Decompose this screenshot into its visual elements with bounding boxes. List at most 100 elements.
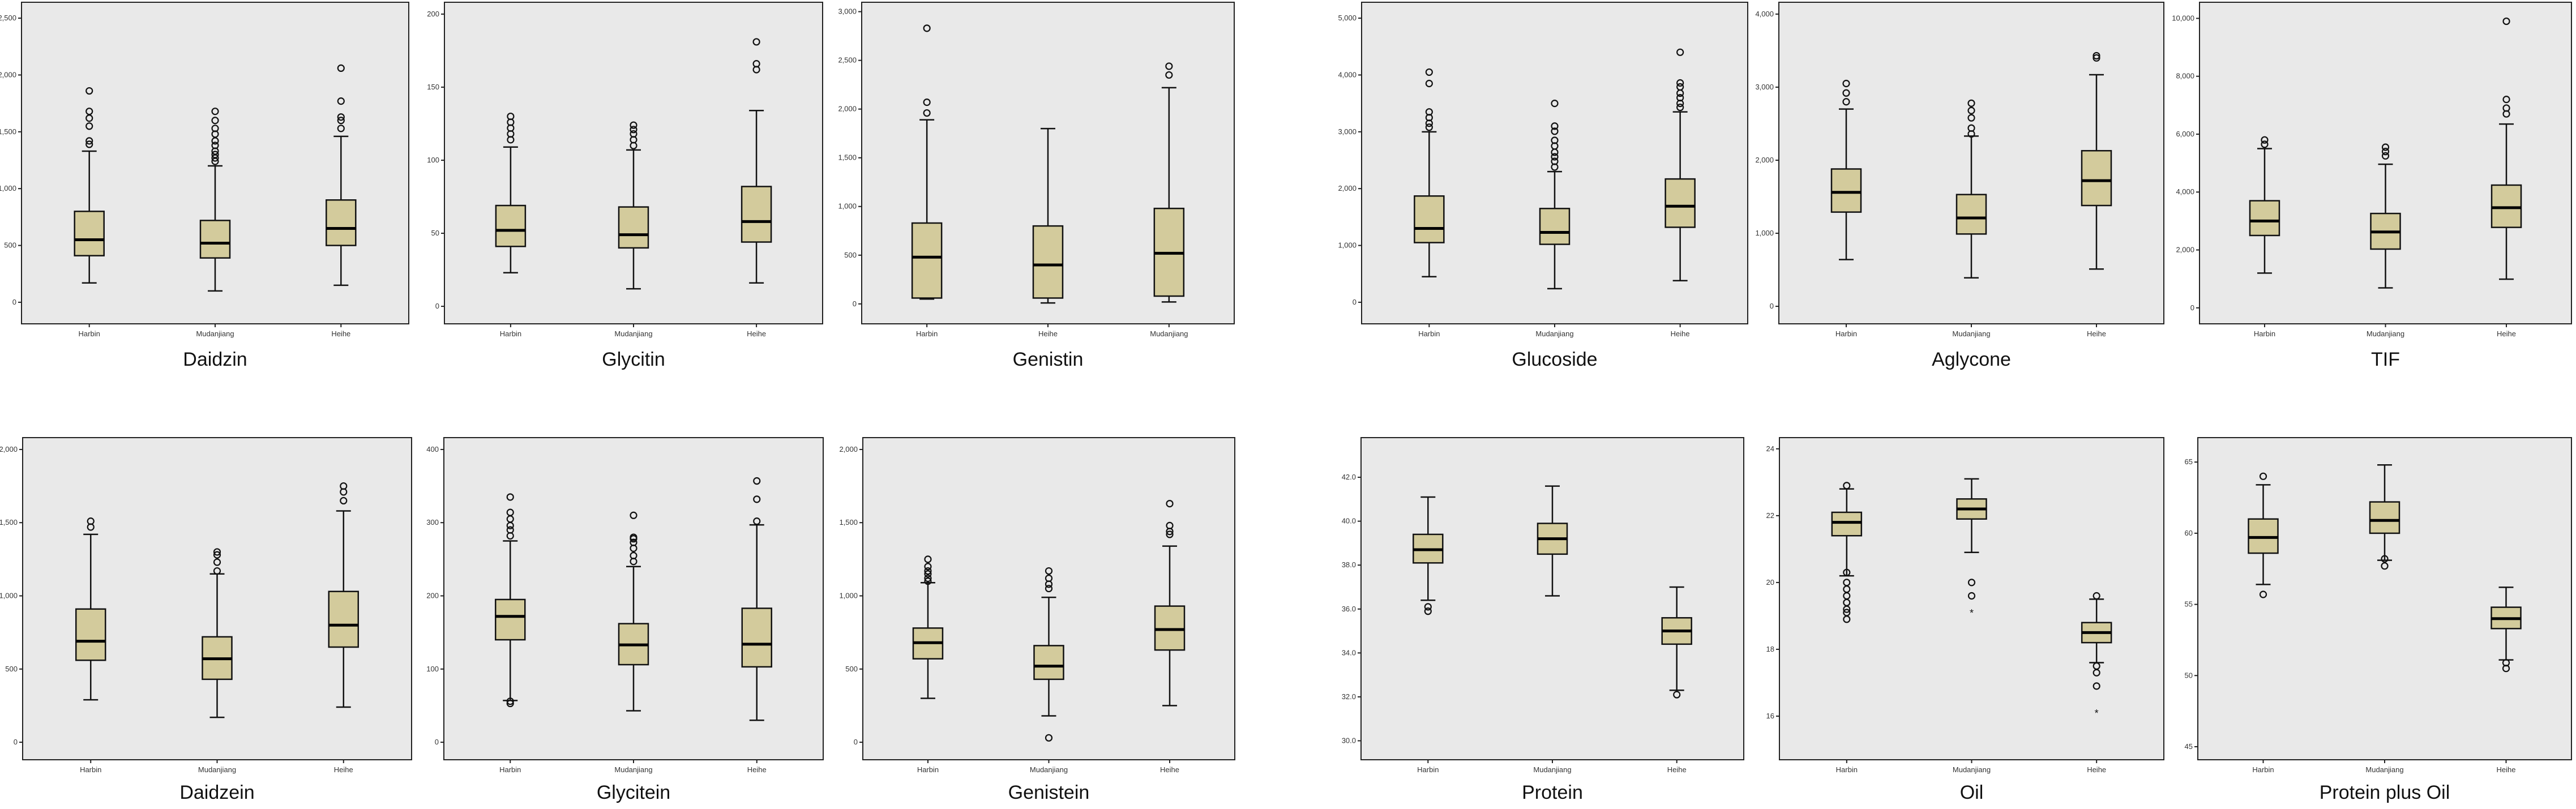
box-heihe (2491, 17, 2522, 280)
outlier-point (211, 142, 219, 149)
box-mudanjiang (618, 511, 649, 712)
outlier-point (923, 99, 931, 106)
y-tick-label: 42.0 (1342, 473, 1356, 481)
outlier-point (630, 538, 637, 546)
outlier-point (211, 117, 219, 125)
y-tick-label: 1,000 (0, 592, 18, 600)
outlier-point (2381, 555, 2389, 563)
outlier-point (337, 117, 345, 125)
y-tick-label: 3,000 (1755, 83, 1774, 91)
outlier-point (1843, 579, 1851, 587)
y-tick-label: 0 (14, 738, 18, 746)
iqr-box (495, 204, 527, 247)
chart-glycitin: 0 50 100 150 200 Harbin Mudanjiang Heihe Glyciti… (427, 2, 823, 370)
box-mudanjiang (1955, 99, 1987, 279)
chart-title: Glycitin (602, 349, 665, 370)
y-tick-label: 100 (427, 156, 439, 164)
outlier-point (2259, 590, 2267, 598)
outlier-point (2381, 143, 2390, 151)
outlier-point (337, 64, 345, 72)
y-tick-label: 3,000 (1338, 127, 1357, 136)
y-tick-label: 40.0 (1342, 517, 1356, 525)
iqr-box (2491, 184, 2522, 228)
outlier-point (213, 551, 221, 559)
iqr-box (618, 206, 649, 249)
box-harbin (1831, 482, 1863, 623)
x-category-label: Harbin (1835, 329, 1857, 338)
outlier-point (1967, 114, 1975, 122)
chart-daidzein: 0 500 1,000 1,500 2,000 Harbin Mudanjiang Heihe… (0, 437, 412, 803)
y-tick-label: 1,000 (839, 592, 858, 600)
chart-aglycone: 0 1,000 2,000 3,000 4,000 Harbin Mudanjiang Hei… (1755, 2, 2164, 370)
x-category-label: Heihe (331, 329, 350, 338)
y-tick-label: 500 (5, 665, 18, 673)
y-tick-label: 0 (435, 302, 439, 310)
y-tick-label: 2,000 (839, 445, 858, 453)
outlier-point (630, 533, 637, 541)
outlier-point (630, 130, 637, 138)
outlier-point (85, 87, 93, 95)
outlier-point (337, 113, 345, 121)
outlier-point (211, 125, 219, 132)
chart-title: Daidzin (183, 349, 247, 370)
iqr-box (2249, 200, 2280, 237)
x-category-label: Mudanjiang (1533, 765, 1571, 774)
outlier-point (1166, 521, 1174, 529)
y-tick-label: 1,500 (0, 127, 16, 136)
y-tick-label: 2,000 (1338, 184, 1357, 192)
x-category-label: Heihe (334, 765, 353, 774)
box-mudanjiang (199, 108, 231, 292)
y-tick-label: 4,000 (1338, 70, 1357, 79)
outlier-point (1842, 79, 1850, 88)
box-heihe (741, 477, 772, 721)
x-category-label: Harbin (79, 329, 100, 338)
chart-genistin: 0 500 1,000 1,500 2,000 2,500 3,000 Harbin Heihe… (838, 2, 1235, 370)
y-tick-label: 1,000 (1338, 241, 1357, 250)
outlier-point (924, 567, 932, 575)
y-tick-label: 65 (2185, 457, 2193, 466)
iqr-box (2248, 518, 2279, 554)
outlier-point (337, 97, 345, 105)
y-tick-label: 2,500 (838, 56, 857, 65)
x-category-label: Mudanjiang (1953, 765, 1991, 774)
outlier-point (1673, 691, 1681, 699)
outlier-point (1676, 104, 1684, 112)
box-mudanjiang (2370, 143, 2401, 289)
y-tick-label: 50 (431, 229, 439, 237)
box-harbin (2248, 472, 2279, 598)
outlier-point (1843, 609, 1851, 617)
outlier-point (1551, 153, 1559, 161)
x-category-label: Harbin (500, 329, 521, 338)
chart-title: Daidzein (179, 782, 254, 803)
outlier-point (753, 517, 761, 525)
box-mudanjiang (1956, 478, 1987, 600)
outlier-point (87, 517, 95, 525)
y-tick-label: 45 (2185, 742, 2193, 751)
iqr-box (1033, 645, 1064, 680)
y-tick-label: 0 (12, 298, 16, 306)
iqr-box (1414, 195, 1445, 243)
x-category-label: Harbin (499, 765, 521, 774)
box-heihe (2081, 592, 2112, 690)
outlier-point (1425, 108, 1433, 116)
outlier-point (1551, 157, 1559, 165)
outlier-point (506, 697, 514, 705)
outlier-point (340, 482, 348, 490)
x-category-label: Mudanjiang (196, 329, 234, 338)
box-heihe (1032, 127, 1064, 304)
chart-title: Protein (1522, 782, 1583, 803)
iqr-box (1154, 605, 1186, 651)
y-tick-label: 2,000 (838, 105, 857, 113)
y-tick-label: 3,000 (838, 7, 857, 16)
outlier-point (1967, 106, 1975, 114)
y-tick-label: 50 (2185, 671, 2193, 679)
outlier-point (630, 551, 637, 559)
y-tick-label: 2,000 (0, 445, 18, 453)
outlier-point (1425, 123, 1433, 131)
y-tick-label: 55 (2185, 600, 2193, 609)
iqr-box (199, 220, 231, 259)
x-category-label: Heihe (747, 765, 767, 774)
outlier-point (753, 495, 761, 503)
y-tick-label: 5,000 (1338, 14, 1357, 22)
y-tick-label: 34.0 (1342, 648, 1356, 657)
